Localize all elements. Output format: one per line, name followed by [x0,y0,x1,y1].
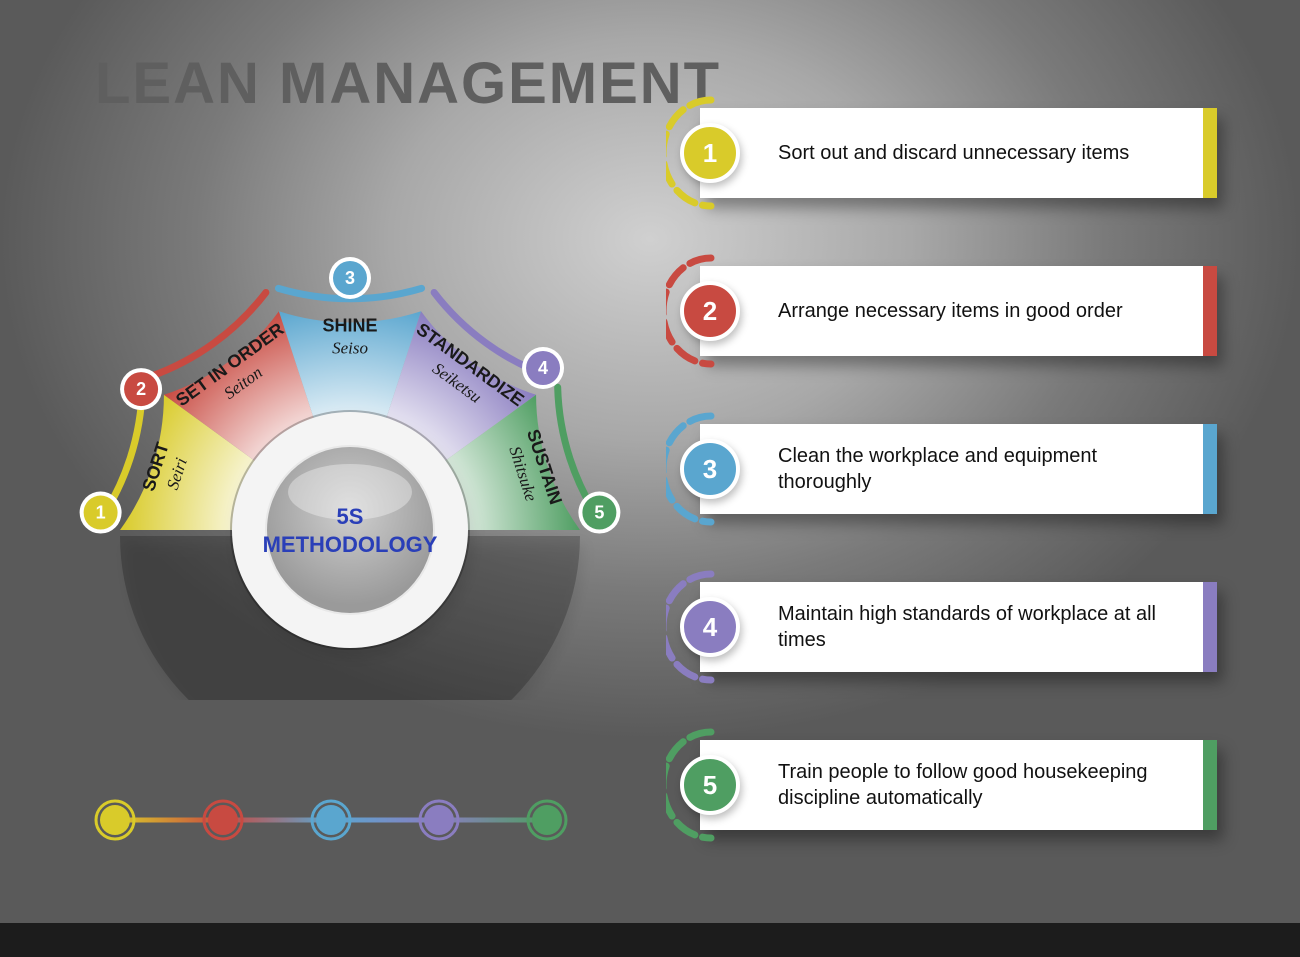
card-badge-num-4: 4 [703,612,717,643]
strip-dot-3 [316,805,346,835]
card-body-2: Arrange necessary items in good order [700,266,1217,356]
card-text-5: Train people to follow good housekeeping… [778,759,1187,811]
card-2: Arrange necessary items in good order 2 [670,256,1217,366]
wedge-label-jp-3: Seiso [332,339,368,358]
card-text-4: Maintain high standards of workplace at … [778,601,1187,653]
card-4: Maintain high standards of workplace at … [670,572,1217,682]
card-stripe-1 [1203,108,1217,198]
wedge-label-en-3: SHINE [322,316,377,336]
hub-label-2: METHODOLOGY [263,532,438,557]
card-badge-num-5: 5 [703,770,717,801]
cards-column: Sort out and discard unnecessary items 1 A… [670,98,1230,888]
card-badge-5: 5 [680,755,740,815]
strip-dot-5 [532,805,562,835]
card-stripe-5 [1203,740,1217,830]
strip-dot-1 [100,805,130,835]
card-badge-4: 4 [680,597,740,657]
card-body-1: Sort out and discard unnecessary items [700,108,1217,198]
card-1: Sort out and discard unnecessary items 1 [670,98,1217,208]
strip-dot-4 [424,805,454,835]
bottom-legend-strip [85,790,625,850]
fan-badge-num-1: 1 [96,503,106,523]
card-badge-num-1: 1 [703,138,717,169]
card-stripe-4 [1203,582,1217,672]
card-badge-1: 1 [680,123,740,183]
fan-badge-num-5: 5 [594,503,604,523]
card-3: Clean the workplace and equipment thorou… [670,414,1217,524]
card-badge-num-3: 3 [703,454,717,485]
strip-dot-2 [208,805,238,835]
card-stripe-3 [1203,424,1217,514]
hub-label-1: 5S [337,504,364,529]
card-5: Train people to follow good housekeeping… [670,730,1217,840]
fan-chart: SORTSeiriSET IN ORDERSeitonSHINESeisoSTA… [60,180,640,700]
fan-badge-num-4: 4 [538,358,548,378]
card-stripe-2 [1203,266,1217,356]
fan-badge-num-2: 2 [136,379,146,399]
card-badge-num-2: 2 [703,296,717,327]
fan-badge-num-3: 3 [345,268,355,288]
card-body-5: Train people to follow good housekeeping… [700,740,1217,830]
page-title: LEAN MANAGEMENT [95,50,721,117]
card-body-4: Maintain high standards of workplace at … [700,582,1217,672]
card-text-1: Sort out and discard unnecessary items [778,140,1129,166]
card-body-3: Clean the workplace and equipment thorou… [700,424,1217,514]
card-badge-3: 3 [680,439,740,499]
card-text-3: Clean the workplace and equipment thorou… [778,443,1187,495]
card-text-2: Arrange necessary items in good order [778,298,1123,324]
card-badge-2: 2 [680,281,740,341]
